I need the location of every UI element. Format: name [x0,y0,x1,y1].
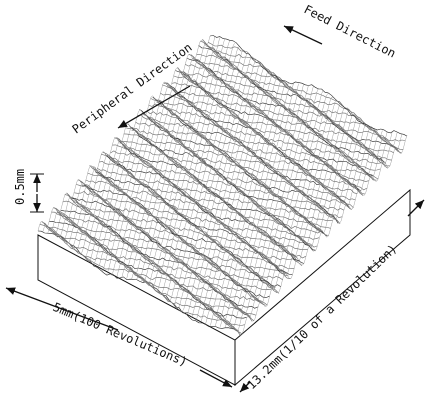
surface-line [204,43,401,153]
width-arrow-right [200,370,232,387]
surface-figure: Feed Direction Peripheral Direction 0.5m… [0,0,429,400]
feed-label: Feed Direction [302,2,398,60]
page: Feed Direction Peripheral Direction 0.5m… [0,0,429,400]
surface-cross-line [235,135,407,334]
width-label: 5mm(100 Revolutions) [51,300,189,369]
surface-line [51,212,248,315]
surface-cross-line [112,77,284,276]
height-label: 0.5mm [13,169,27,205]
peripheral-label: Peripheral Direction [70,40,195,136]
surface-cross-line [220,132,392,327]
feed-arrow [284,26,322,44]
length-label: 13.2mm(1/10 of a Revolution) [244,242,399,393]
